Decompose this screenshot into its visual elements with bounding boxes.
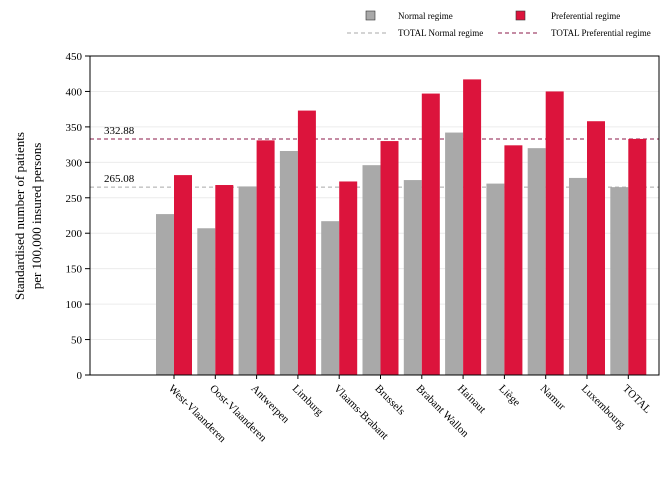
bar-preferential bbox=[215, 185, 234, 375]
legend-label-preferential: Preferential regime bbox=[551, 11, 620, 21]
bar-normal bbox=[569, 177, 587, 375]
y-axis-title: Standardised number of patients per 100,0… bbox=[12, 132, 44, 300]
legend-swatch-normal bbox=[365, 10, 376, 21]
bar-normal bbox=[486, 183, 505, 375]
legend-label-normal: Normal regime bbox=[398, 11, 453, 21]
bars bbox=[156, 79, 647, 376]
bar-preferential bbox=[421, 93, 440, 376]
bar-normal bbox=[610, 187, 629, 375]
y-tick-label: 150 bbox=[66, 264, 83, 276]
legend-label-total-preferential: TOTAL Preferential regime bbox=[551, 28, 651, 38]
y-tick-label: 100 bbox=[66, 299, 83, 311]
y-tick-label: 400 bbox=[66, 86, 83, 98]
bar-normal bbox=[321, 221, 340, 375]
x-tick-label: Liège bbox=[496, 383, 522, 409]
y-tick-label: 50 bbox=[71, 335, 83, 347]
bar-normal bbox=[362, 165, 381, 375]
x-tick-label: Namur bbox=[538, 383, 568, 413]
bar-preferential bbox=[545, 91, 564, 375]
y-tick-label: 300 bbox=[66, 157, 83, 169]
y-tick-label: 350 bbox=[66, 122, 83, 134]
y-tick-label: 200 bbox=[66, 228, 83, 240]
legend-swatch-preferential bbox=[515, 10, 526, 21]
x-tick-label: Limburg bbox=[290, 383, 326, 419]
x-axis-ticks: West-VlaanderenOost-VlaanderenAntwerpenL… bbox=[166, 375, 654, 445]
bar-preferential bbox=[339, 181, 358, 375]
x-tick-label: Brussels bbox=[372, 383, 407, 418]
reference-label-total-preferential: 332.88 bbox=[104, 125, 135, 137]
reference-label-total-normal: 265.08 bbox=[104, 173, 135, 185]
y-axis-title-line-2: per 100,000 insured persons bbox=[29, 143, 44, 290]
bar-normal bbox=[156, 214, 174, 375]
legend-label-total-normal: TOTAL Normal regime bbox=[398, 28, 483, 38]
bar-preferential bbox=[463, 79, 482, 375]
plot-frame bbox=[89, 55, 660, 376]
y-tick-label: 250 bbox=[66, 193, 83, 205]
bar-preferential bbox=[297, 110, 316, 375]
bar-preferential bbox=[587, 121, 605, 376]
legend: Normal regime Preferential regime TOTAL No… bbox=[347, 10, 651, 38]
bar-normal bbox=[279, 150, 298, 375]
bar-normal bbox=[445, 132, 464, 375]
x-tick-label: Antwerpen bbox=[248, 383, 291, 426]
bar-preferential bbox=[504, 145, 523, 375]
bar-normal bbox=[197, 228, 216, 375]
bar-normal bbox=[527, 148, 546, 375]
y-axis-title-line-1: Standardised number of patients bbox=[12, 132, 27, 300]
bar-preferential bbox=[628, 138, 647, 375]
y-tick-label: 0 bbox=[77, 370, 83, 382]
x-tick-label: Hainaut bbox=[455, 383, 488, 416]
y-axis-ticks: 0 50 100 150 200 250 300 350 400 450 bbox=[66, 51, 90, 382]
y-tick-label: 450 bbox=[66, 51, 83, 63]
x-tick-label: TOTAL bbox=[620, 383, 653, 416]
bar-normal bbox=[238, 186, 257, 375]
bar-normal bbox=[403, 180, 422, 375]
bar-preferential bbox=[256, 140, 275, 375]
axes bbox=[89, 55, 660, 376]
bar-preferential bbox=[380, 141, 399, 375]
bar-preferential bbox=[174, 175, 192, 375]
